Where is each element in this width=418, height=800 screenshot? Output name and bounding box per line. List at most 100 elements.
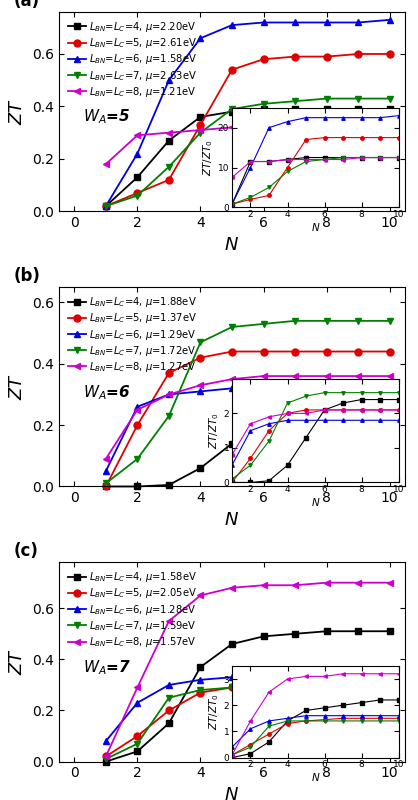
$L_{BN}$=$L_C$=6, $\mu$=1.29eV [324, 381, 329, 390]
$L_{BN}$=$L_C$=5, $\mu$=2.61eV [135, 188, 140, 198]
$L_{BN}$=$L_C$=5, $\mu$=2.61eV [387, 49, 392, 58]
$L_{BN}$=$L_C$=4, $\mu$=1.88eV [229, 438, 234, 448]
$L_{BN}$=$L_C$=6, $\mu$=1.29eV [356, 381, 361, 390]
$L_{BN}$=$L_C$=8, $\mu$=1.57eV [135, 682, 140, 692]
$L_{BN}$=$L_C$=8, $\mu$=1.21eV [356, 120, 361, 130]
$L_{BN}$=$L_C$=7, $\mu$=2.63eV [387, 94, 392, 103]
$L_{BN}$=$L_C$=7, $\mu$=1.72eV [166, 411, 171, 421]
$L_{BN}$=$L_C$=8, $\mu$=1.57eV [198, 590, 203, 600]
$L_{BN}$=$L_C$=5, $\mu$=2.05eV [387, 678, 392, 687]
Y-axis label: $ZT$: $ZT$ [8, 649, 26, 675]
$L_{BN}$=$L_C$=7, $\mu$=2.63eV [198, 128, 203, 138]
$L_{BN}$=$L_C$=4, $\mu$=1.58eV [198, 662, 203, 672]
$L_{BN}$=$L_C$=5, $\mu$=2.05eV [135, 731, 140, 741]
$L_{BN}$=$L_C$=6, $\mu$=1.29eV [198, 386, 203, 396]
$L_{BN}$=$L_C$=7, $\mu$=2.63eV [229, 104, 234, 114]
$L_{BN}$=$L_C$=6, $\mu$=1.28eV [293, 670, 298, 679]
$L_{BN}$=$L_C$=5, $\mu$=2.05eV [166, 706, 171, 715]
$L_{BN}$=$L_C$=5, $\mu$=1.37eV [387, 346, 392, 356]
$L_{BN}$=$L_C$=4, $\mu$=1.88eV [103, 482, 108, 491]
Y-axis label: $ZT$: $ZT$ [8, 98, 26, 125]
$L_{BN}$=$L_C$=8, $\mu$=1.27eV [387, 371, 392, 381]
Text: $W_A$=5: $W_A$=5 [83, 108, 130, 126]
$L_{BN}$=$L_C$=4, $\mu$=1.58eV [103, 757, 108, 766]
Line: $L_{BN}$=$L_C$=7, $\mu$=1.59eV: $L_{BN}$=$L_C$=7, $\mu$=1.59eV [102, 684, 393, 762]
$L_{BN}$=$L_C$=8, $\mu$=1.21eV [387, 120, 392, 130]
$L_{BN}$=$L_C$=4, $\mu$=2.20eV [324, 104, 329, 114]
$L_{BN}$=$L_C$=8, $\mu$=1.27eV [135, 405, 140, 414]
$L_{BN}$=$L_C$=6, $\mu$=1.29eV [135, 402, 140, 411]
$L_{BN}$=$L_C$=8, $\mu$=1.21eV [293, 122, 298, 132]
$L_{BN}$=$L_C$=5, $\mu$=1.37eV [166, 368, 171, 378]
$L_{BN}$=$L_C$=6, $\mu$=1.29eV [166, 390, 171, 399]
Text: (c): (c) [13, 542, 38, 560]
$L_{BN}$=$L_C$=6, $\mu$=1.58eV [166, 75, 171, 85]
$L_{BN}$=$L_C$=4, $\mu$=1.88eV [324, 390, 329, 399]
$L_{BN}$=$L_C$=7, $\mu$=1.72eV [103, 478, 108, 488]
Y-axis label: $ZT$: $ZT$ [8, 374, 26, 400]
$L_{BN}$=$L_C$=6, $\mu$=1.28eV [198, 675, 203, 685]
$L_{BN}$=$L_C$=8, $\mu$=1.27eV [293, 371, 298, 381]
$L_{BN}$=$L_C$=5, $\mu$=2.61eV [261, 54, 266, 64]
$L_{BN}$=$L_C$=7, $\mu$=1.59eV [166, 693, 171, 702]
$L_{BN}$=$L_C$=5, $\mu$=1.37eV [356, 346, 361, 356]
$L_{BN}$=$L_C$=8, $\mu$=1.57eV [166, 616, 171, 626]
$L_{BN}$=$L_C$=4, $\mu$=2.20eV [198, 112, 203, 122]
$L_{BN}$=$L_C$=8, $\mu$=1.21eV [135, 130, 140, 140]
$L_{BN}$=$L_C$=7, $\mu$=1.59eV [356, 682, 361, 692]
$L_{BN}$=$L_C$=7, $\mu$=1.59eV [135, 739, 140, 749]
$L_{BN}$=$L_C$=4, $\mu$=1.58eV [293, 629, 298, 638]
$L_{BN}$=$L_C$=6, $\mu$=1.29eV [387, 381, 392, 390]
$L_{BN}$=$L_C$=5, $\mu$=1.37eV [324, 346, 329, 356]
$L_{BN}$=$L_C$=8, $\mu$=1.27eV [103, 454, 108, 464]
Line: $L_{BN}$=$L_C$=4, $\mu$=1.88eV: $L_{BN}$=$L_C$=4, $\mu$=1.88eV [102, 388, 393, 490]
$L_{BN}$=$L_C$=5, $\mu$=1.37eV [229, 346, 234, 356]
$L_{BN}$=$L_C$=4, $\mu$=1.88eV [387, 386, 392, 396]
$L_{BN}$=$L_C$=8, $\mu$=1.57eV [229, 583, 234, 593]
$L_{BN}$=$L_C$=4, $\mu$=1.58eV [229, 639, 234, 649]
$L_{BN}$=$L_C$=8, $\mu$=1.57eV [261, 581, 266, 590]
$L_{BN}$=$L_C$=6, $\mu$=1.28eV [166, 680, 171, 690]
$L_{BN}$=$L_C$=8, $\mu$=1.21eV [166, 128, 171, 138]
Text: $W_A$=6: $W_A$=6 [83, 383, 130, 402]
Text: (b): (b) [13, 267, 40, 285]
X-axis label: $N$: $N$ [224, 511, 240, 529]
$L_{BN}$=$L_C$=4, $\mu$=1.58eV [261, 631, 266, 641]
X-axis label: $N$: $N$ [224, 236, 240, 254]
$L_{BN}$=$L_C$=7, $\mu$=2.63eV [103, 202, 108, 211]
$L_{BN}$=$L_C$=5, $\mu$=1.37eV [198, 353, 203, 362]
$L_{BN}$=$L_C$=6, $\mu$=1.29eV [229, 383, 234, 393]
$L_{BN}$=$L_C$=5, $\mu$=2.61eV [293, 52, 298, 62]
$L_{BN}$=$L_C$=5, $\mu$=2.05eV [198, 688, 203, 698]
$L_{BN}$=$L_C$=6, $\mu$=1.28eV [387, 670, 392, 679]
Text: $W_A$=7: $W_A$=7 [83, 658, 131, 677]
$L_{BN}$=$L_C$=7, $\mu$=2.63eV [293, 96, 298, 106]
$L_{BN}$=$L_C$=5, $\mu$=2.61eV [356, 49, 361, 58]
Line: $L_{BN}$=$L_C$=4, $\mu$=1.58eV: $L_{BN}$=$L_C$=4, $\mu$=1.58eV [102, 628, 393, 765]
$L_{BN}$=$L_C$=5, $\mu$=2.61eV [324, 52, 329, 62]
Text: (a): (a) [13, 0, 40, 10]
$L_{BN}$=$L_C$=8, $\mu$=1.57eV [387, 578, 392, 587]
Line: $L_{BN}$=$L_C$=5, $\mu$=1.37eV: $L_{BN}$=$L_C$=5, $\mu$=1.37eV [102, 348, 393, 490]
$L_{BN}$=$L_C$=6, $\mu$=1.58eV [135, 149, 140, 158]
$L_{BN}$=$L_C$=6, $\mu$=1.58eV [324, 18, 329, 27]
$L_{BN}$=$L_C$=6, $\mu$=1.58eV [387, 15, 392, 25]
$L_{BN}$=$L_C$=7, $\mu$=1.59eV [198, 686, 203, 695]
$L_{BN}$=$L_C$=4, $\mu$=2.20eV [166, 136, 171, 146]
$L_{BN}$=$L_C$=8, $\mu$=1.21eV [261, 122, 266, 132]
$L_{BN}$=$L_C$=4, $\mu$=2.20eV [293, 104, 298, 114]
Line: $L_{BN}$=$L_C$=6, $\mu$=1.58eV: $L_{BN}$=$L_C$=6, $\mu$=1.58eV [102, 16, 393, 210]
$L_{BN}$=$L_C$=8, $\mu$=1.27eV [356, 371, 361, 381]
$L_{BN}$=$L_C$=5, $\mu$=2.05eV [356, 680, 361, 690]
$L_{BN}$=$L_C$=6, $\mu$=1.28eV [324, 670, 329, 679]
$L_{BN}$=$L_C$=4, $\mu$=2.20eV [229, 107, 234, 117]
$L_{BN}$=$L_C$=5, $\mu$=2.61eV [166, 175, 171, 185]
$L_{BN}$=$L_C$=6, $\mu$=1.58eV [229, 20, 234, 30]
$L_{BN}$=$L_C$=6, $\mu$=1.58eV [103, 202, 108, 211]
$L_{BN}$=$L_C$=8, $\mu$=1.21eV [229, 122, 234, 132]
$L_{BN}$=$L_C$=7, $\mu$=1.72eV [293, 316, 298, 326]
X-axis label: $N$: $N$ [224, 786, 240, 800]
$L_{BN}$=$L_C$=7, $\mu$=1.72eV [261, 319, 266, 329]
$L_{BN}$=$L_C$=5, $\mu$=2.61eV [229, 65, 234, 74]
$L_{BN}$=$L_C$=4, $\mu$=1.88eV [135, 482, 140, 491]
